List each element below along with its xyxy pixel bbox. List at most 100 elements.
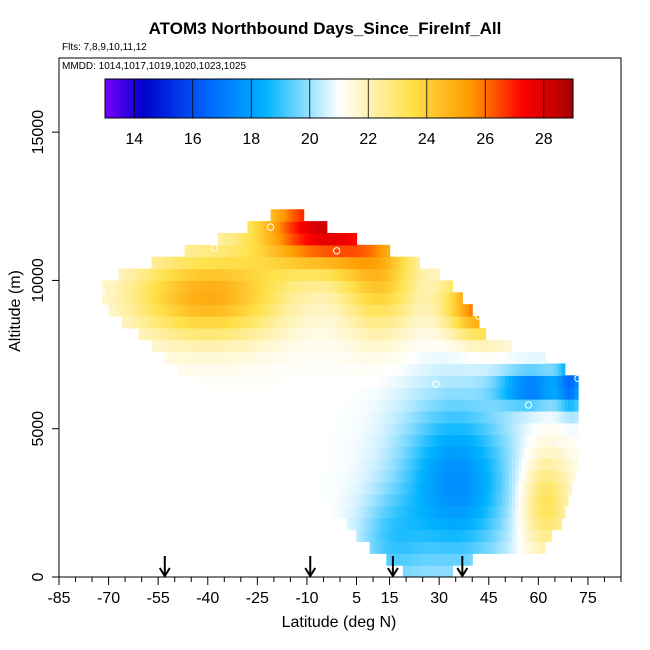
heatmap-cell: [439, 493, 444, 507]
colorbar: 14 16 18 20 22 24 26 28: [104, 78, 574, 148]
heatmap-cell: [349, 399, 354, 412]
heatmap-cell: [495, 529, 500, 543]
heatmap-cell: [227, 339, 232, 353]
colorbar-segment: [447, 79, 451, 118]
heatmap-cell: [561, 375, 566, 388]
heatmap-cell: [280, 339, 285, 353]
heatmap-cell: [336, 316, 341, 329]
heatmap-cell: [283, 268, 288, 282]
x-tick-label: 45: [480, 590, 498, 607]
heatmap-cell: [439, 363, 444, 376]
heatmap-cell: [571, 458, 576, 471]
heatmap-cell: [300, 410, 305, 424]
colorbar-segment: [207, 79, 211, 118]
heatmap-cell: [429, 493, 434, 507]
heatmap-cell: [459, 410, 463, 424]
x-tick-label: -10: [295, 590, 318, 607]
heatmap-cell: [472, 517, 477, 531]
heatmap-cell: [505, 482, 510, 495]
heatmap-cell: [363, 470, 368, 483]
heatmap-cell: [326, 339, 331, 353]
colorbar-segment: [479, 79, 483, 118]
heatmap-cell: [429, 304, 434, 317]
heatmap-cell: [468, 399, 473, 412]
heatmap-cell: [525, 458, 530, 471]
heatmap-cell: [151, 268, 156, 282]
heatmap-cell: [548, 517, 553, 531]
heatmap-cell: [359, 327, 364, 341]
heatmap-cell: [227, 375, 232, 388]
heatmap-cell: [349, 517, 354, 531]
heatmap-cell: [498, 399, 503, 412]
heatmap-cell: [535, 446, 539, 459]
heatmap-cell: [320, 304, 325, 317]
heatmap-cell: [330, 256, 334, 270]
heatmap-cell: [406, 410, 411, 424]
heatmap-cell: [310, 256, 315, 270]
heatmap-cell: [184, 292, 189, 305]
heatmap-cell: [263, 232, 268, 246]
heatmap-cell: [330, 316, 334, 329]
heatmap-cell: [452, 470, 457, 483]
heatmap-cell: [558, 446, 563, 459]
heatmap-cell: [488, 422, 493, 436]
heatmap-cell: [399, 410, 404, 424]
heatmap-cell: [492, 470, 496, 483]
heatmap-cell: [326, 399, 331, 412]
heatmap-cell: [449, 446, 453, 459]
heatmap-cell: [181, 268, 186, 282]
heatmap-cell: [435, 493, 440, 507]
heatmap-cell: [297, 387, 301, 400]
heatmap-cell: [168, 292, 172, 305]
heatmap-cell: [376, 327, 381, 341]
heatmap-cell: [349, 446, 354, 459]
heatmap-cell: [290, 209, 295, 222]
heatmap-cell: [144, 280, 149, 293]
heatmap-cell: [340, 505, 344, 519]
heatmap-cell: [515, 505, 520, 519]
heatmap-cell: [250, 399, 255, 412]
heatmap-cell: [356, 387, 361, 400]
heatmap-cell: [201, 280, 206, 293]
heatmap-cell: [515, 434, 520, 448]
heatmap-cell: [366, 387, 371, 400]
heatmap-cell: [501, 446, 506, 459]
heatmap-cell: [260, 351, 265, 365]
heatmap-cell: [386, 375, 391, 388]
heatmap-cell: [386, 422, 391, 436]
heatmap-cell: [359, 470, 364, 483]
heatmap-cell: [396, 292, 401, 305]
heatmap-cell: [538, 434, 543, 448]
heatmap-cell: [353, 399, 358, 412]
heatmap-cell: [290, 351, 295, 365]
colorbar-segment: [426, 79, 431, 118]
heatmap-cell: [373, 268, 377, 282]
heatmap-cell: [363, 268, 368, 282]
heatmap-cell: [234, 232, 239, 246]
heatmap-cell: [353, 482, 358, 495]
heatmap-cell: [528, 399, 533, 412]
heatmap-cell: [548, 482, 553, 495]
heatmap-cell: [376, 351, 381, 365]
heatmap-cell: [422, 529, 427, 543]
heatmap-cell: [257, 410, 262, 424]
heatmap-cell: [306, 410, 311, 424]
heatmap-cell: [217, 363, 222, 376]
heatmap-cell: [396, 410, 401, 424]
heatmap-cell: [392, 292, 397, 305]
heatmap-cell: [326, 410, 331, 424]
heatmap-cell: [558, 458, 563, 471]
heatmap-cell: [435, 470, 440, 483]
heatmap-cell: [323, 268, 328, 282]
colorbar-segment: [400, 79, 404, 118]
heatmap-cell: [409, 517, 414, 531]
heatmap-cell: [303, 327, 308, 341]
heatmap-cell: [531, 541, 536, 554]
heatmap-cell: [128, 304, 133, 317]
heatmap-cell: [439, 387, 444, 400]
colorbar-segment: [125, 79, 129, 118]
heatmap-cell: [518, 541, 523, 554]
heatmap-cell: [326, 493, 331, 507]
heatmap-cell: [521, 529, 526, 543]
heatmap-cell: [293, 304, 298, 317]
